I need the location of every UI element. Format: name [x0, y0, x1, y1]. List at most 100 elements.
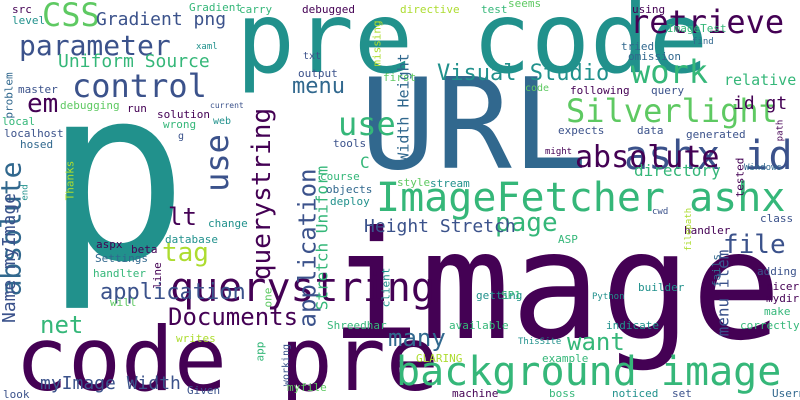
word-page: application: [100, 280, 246, 305]
word-indicate: available: [449, 319, 509, 332]
word-myimage-width-2: myImage Width: [40, 373, 181, 394]
word-css: CSS: [42, 0, 100, 34]
word-level: level: [12, 14, 46, 27]
word-working: app: [253, 341, 267, 362]
word-noticed: boss: [549, 387, 576, 400]
word-query: query: [651, 84, 685, 97]
word-available: Shreedhar: [327, 319, 387, 332]
word-fails: fails: [710, 253, 724, 288]
word-navgatoin: myfile: [287, 381, 327, 394]
word-imagetest: ImageTest: [667, 22, 727, 35]
word-many: tag: [162, 238, 209, 268]
word-first: first: [383, 71, 417, 84]
word-wrong: wrong: [163, 118, 197, 131]
word-boss: machine: [452, 387, 499, 400]
word-will: make: [764, 305, 791, 318]
word-asp: ASP: [558, 233, 578, 246]
word-relative: relative: [724, 71, 797, 89]
word-end: end: [20, 184, 31, 201]
word-adding: adding: [757, 265, 797, 278]
word-lt: use: [338, 105, 396, 143]
word-database: database: [165, 233, 218, 246]
word-find: find: [692, 37, 714, 47]
word-username: set: [672, 387, 692, 400]
word-using: using: [632, 3, 666, 16]
word-p: p: [44, 35, 189, 315]
word-name-myimage: Name myImage: [0, 192, 21, 324]
word-might: might: [545, 147, 573, 157]
word-web: web: [213, 116, 232, 127]
word-omission: omission: [628, 50, 681, 63]
word-example: ThisSite: [518, 337, 562, 347]
word-missing: missing: [370, 20, 384, 67]
word-master: master: [18, 83, 58, 96]
word-pre-code: pre code: [236, 0, 709, 96]
word-tools: tools: [333, 137, 367, 150]
word-control: control: [72, 67, 207, 105]
word-deploy: deploy: [330, 195, 370, 208]
word-local: local: [2, 115, 36, 128]
word-id-gt: id gt: [733, 93, 788, 114]
word-python: Python: [592, 292, 625, 302]
word-problem: problem: [2, 72, 16, 119]
word-mydir: mydir: [766, 292, 800, 305]
word-shreedhar: writes: [176, 332, 216, 345]
word-documents: page: [495, 208, 558, 238]
word-cwd: cwd: [652, 207, 669, 217]
word-c: C: [360, 153, 370, 172]
word-image: image: [330, 200, 782, 374]
word-g: g: [178, 131, 185, 142]
word-stream: stream: [430, 177, 470, 190]
word-correctly: indicate: [606, 319, 659, 332]
word-code: code: [525, 83, 550, 94]
word-change: change: [208, 217, 248, 230]
word-src: src: [12, 3, 32, 16]
word-parameter: parameter: [19, 29, 171, 62]
word-ashx-id: ashx id: [624, 133, 793, 179]
word-handler: handler: [684, 224, 731, 237]
word-file: querystring: [170, 265, 435, 311]
word-following: following: [570, 84, 630, 97]
word-nicer: nicer: [766, 280, 800, 293]
word-thissite: GLARING: [416, 352, 463, 365]
word-txt: txt: [303, 51, 322, 62]
word-path: path: [775, 119, 786, 142]
word-want: lt: [168, 203, 197, 231]
word-generated: generated: [686, 128, 746, 141]
word-windows: Windows: [744, 163, 782, 173]
word-glaring: working: [281, 343, 293, 387]
word-writes: will: [110, 296, 137, 309]
word-course: course: [320, 170, 360, 183]
word-class: class: [760, 212, 794, 225]
word-machine: example: [542, 352, 589, 365]
word-thanks: Thanks: [63, 160, 77, 201]
word-output: output: [298, 67, 338, 80]
word-querystring: querystring: [247, 107, 278, 281]
word-given: look: [3, 388, 30, 400]
word-data: data: [637, 124, 664, 137]
word-background-image: background image: [396, 349, 782, 395]
word-gradient: Gradient: [189, 1, 242, 14]
word-app: correctly: [740, 319, 800, 332]
word-objects: objects: [326, 183, 373, 196]
word-silverlight: Silverlight: [566, 92, 778, 130]
word-website: many: [388, 324, 446, 352]
word-fine: net: [40, 311, 84, 339]
word-expects: expects: [558, 124, 605, 137]
word-width-height: Width Height: [394, 53, 413, 162]
word-myfile: Given: [187, 384, 221, 397]
word-handlter: handlter: [93, 267, 146, 280]
word-retrieve: retrieve: [630, 3, 785, 41]
word-builder: builder: [638, 281, 685, 294]
word-look: Username: [772, 387, 800, 400]
word-tested: tested: [733, 157, 747, 198]
word-settings: Settings: [95, 252, 148, 265]
word-sp1: SP1: [501, 289, 521, 302]
word-current: current: [210, 101, 244, 110]
word-aspx: aspx: [96, 238, 123, 251]
word-run: run: [127, 102, 147, 115]
word-server-side: want: [567, 328, 625, 356]
word-x-name: Documents: [168, 303, 299, 331]
word-imagefetcher-ashx: ImageFetcher ashx: [376, 175, 786, 221]
